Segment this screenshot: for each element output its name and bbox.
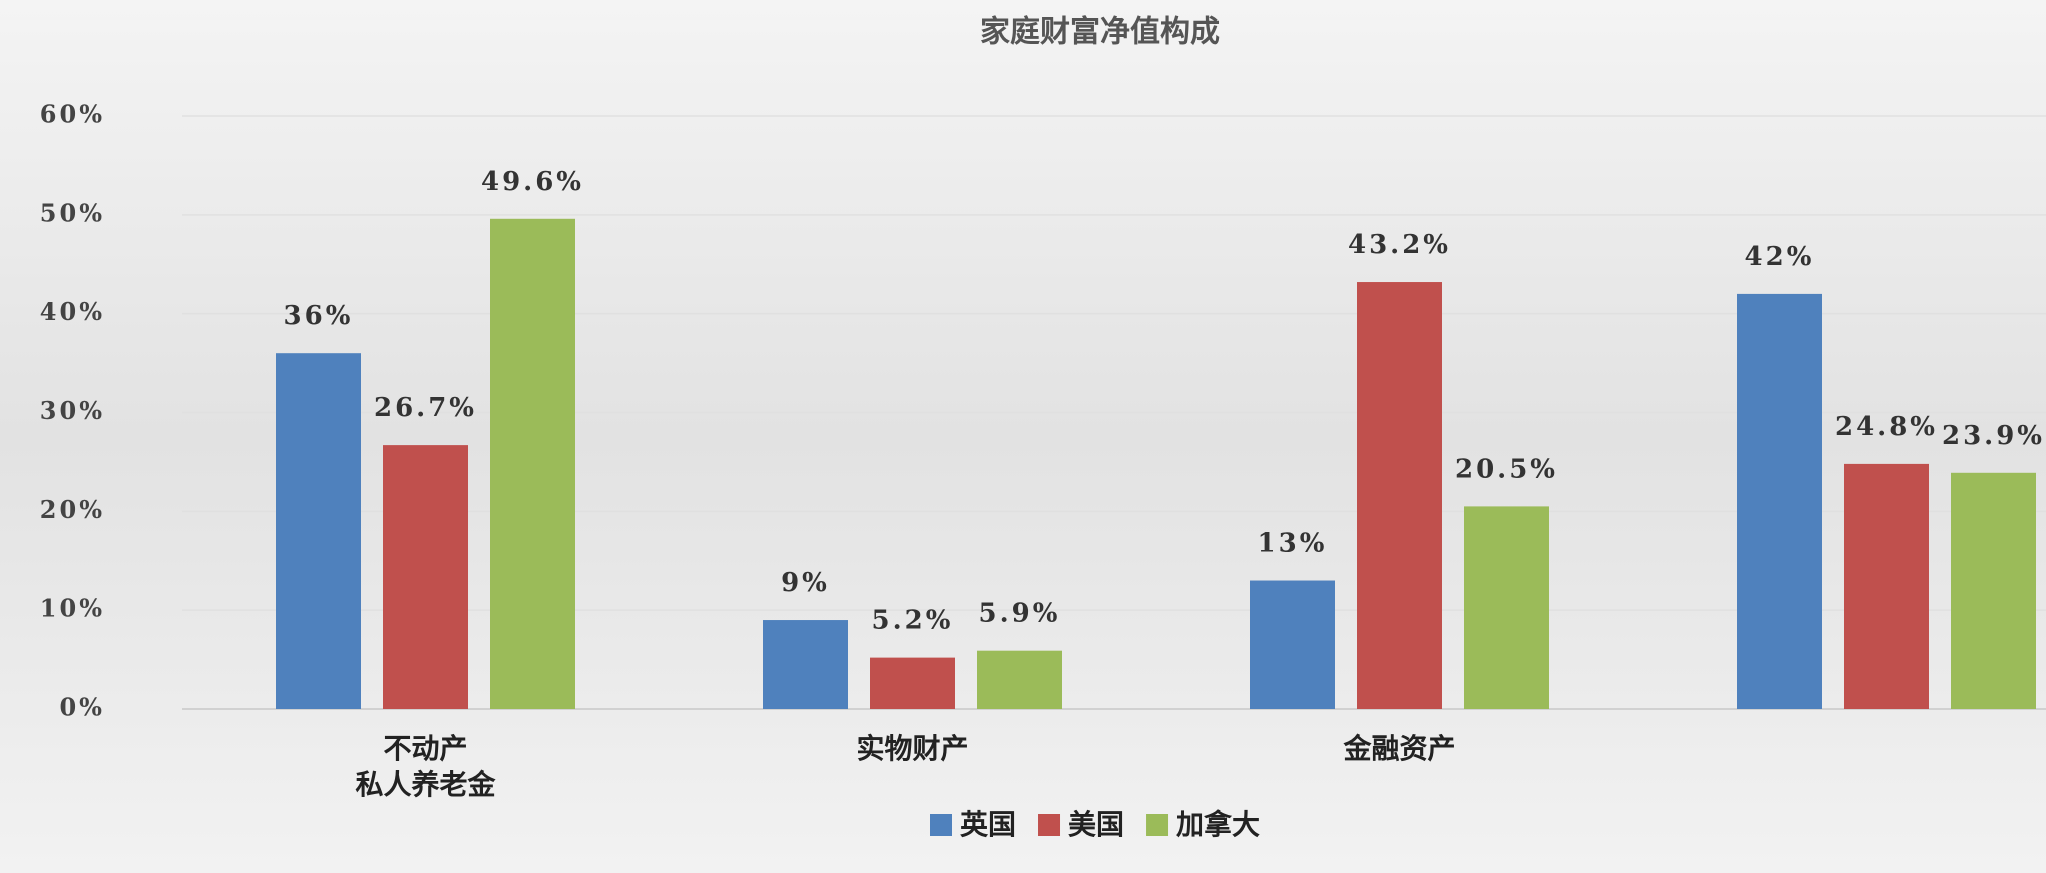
value-label: 24.8% [1835,412,1938,442]
legend-swatch [1146,814,1169,836]
value-label: 23.9% [1942,421,2045,451]
y-tick-label: 10% [40,594,105,623]
value-label: 9% [781,568,830,598]
x-tick-label: 实物财产 [856,732,968,765]
value-label: 49.6% [481,167,584,197]
bar [1951,472,2036,709]
legend-swatch [1038,814,1061,836]
legend-swatch [930,814,952,836]
value-label: 43.2% [1348,230,1451,260]
y-tick-label: 40% [40,297,105,326]
bar [1737,293,1822,709]
y-tick-label: 0% [59,693,105,722]
x-tick-label: 金融资产 [1342,732,1455,765]
y-tick-label: 20% [40,495,105,524]
value-label: 42% [1745,242,1815,272]
bar [1464,506,1549,709]
bar [1844,463,1929,709]
value-label: 26.7% [374,393,477,423]
y-tick-label: 50% [40,198,105,227]
bar [763,620,848,709]
x-tick-label: 不动产 [383,732,467,765]
bar [1250,580,1335,709]
legend-label: 加拿大 [1176,808,1260,841]
legend-label: 美国 [1068,808,1124,841]
y-tick-label: 60% [40,100,105,129]
legend-label: 英国 [960,808,1016,841]
bar [490,218,575,709]
y-tick-label: 30% [40,396,105,425]
value-label: 20.5% [1455,454,1558,484]
x-tick-label: 私人养老金 [355,768,496,801]
value-label: 36% [284,301,354,331]
value-label: 13% [1258,529,1328,559]
bar [977,650,1062,709]
bar [1357,282,1442,709]
bar [383,445,468,709]
chart-title: 家庭财富净值构成 [980,15,1220,50]
value-label: 5.9% [979,599,1061,629]
bar [870,657,955,709]
value-label: 5.2% [872,606,954,636]
bar [276,353,361,709]
